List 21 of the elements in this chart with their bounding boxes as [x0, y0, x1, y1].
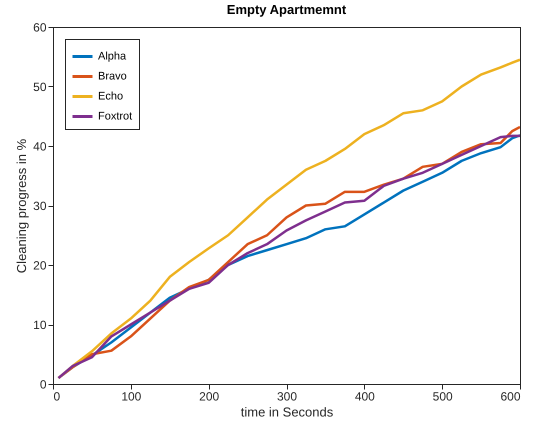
x-tick-label: 600: [500, 390, 521, 404]
legend-label: Alpha: [98, 50, 128, 62]
y-tick-label: 40: [33, 140, 47, 154]
x-tick-label: 500: [432, 390, 453, 404]
x-tick-label: 400: [354, 390, 376, 404]
x-tick-label: 100: [121, 390, 142, 404]
y-tick-label: 10: [33, 318, 47, 332]
y-tick-label: 60: [33, 20, 47, 34]
x-tick-label: 200: [199, 390, 220, 404]
y-tick-label: 50: [33, 80, 47, 94]
x-axis-title: time in Seconds: [240, 404, 334, 420]
y-tick-label: 30: [33, 199, 47, 213]
legend-label: Foxtrot: [98, 110, 132, 122]
chart-title: Empty Apartmemnt: [226, 2, 347, 17]
y-tick-label: 0: [40, 378, 47, 392]
legend-label: Bravo: [98, 70, 127, 82]
x-tick-label: 0: [54, 390, 60, 404]
legend-label: Echo: [98, 90, 124, 102]
x-tick-label: 300: [276, 390, 298, 404]
y-tick-label: 20: [33, 258, 47, 272]
y-axis-title: Cleaning progress in %: [14, 138, 30, 274]
